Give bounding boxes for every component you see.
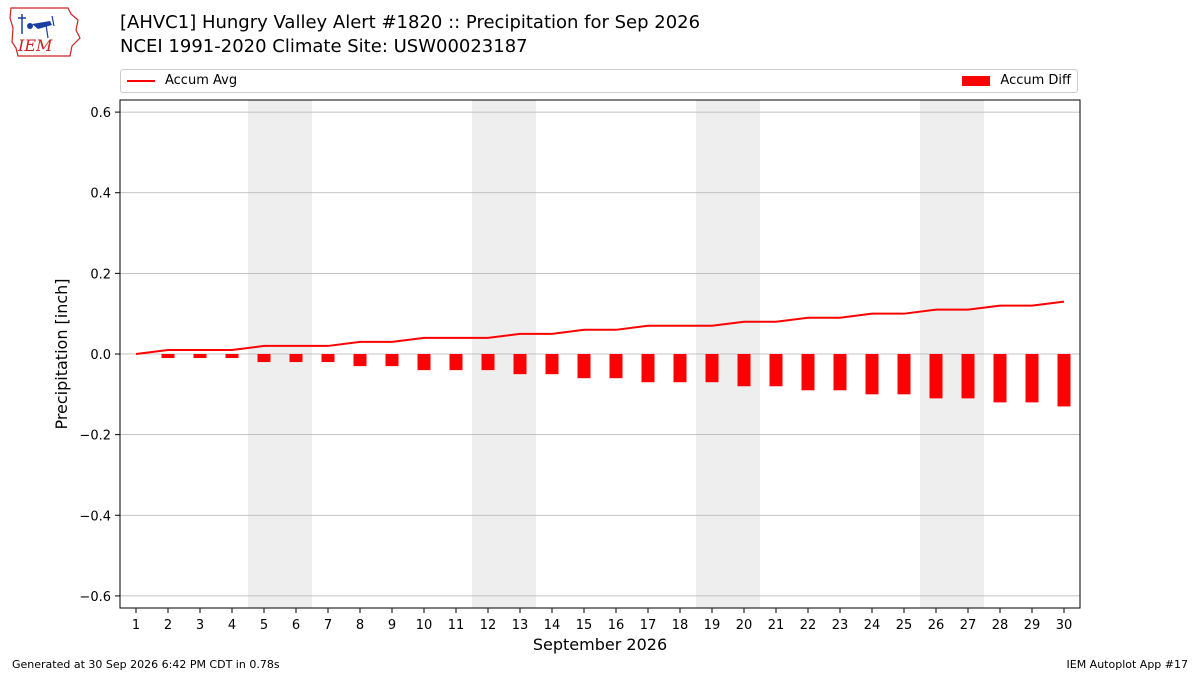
bar-accum-diff-day-23 bbox=[833, 354, 847, 391]
x-tick-label: 7 bbox=[324, 618, 332, 633]
bar-accum-diff-day-10 bbox=[417, 354, 431, 371]
legend-item-accum-diff: Accum Diff bbox=[962, 73, 1071, 88]
legend: Accum Avg Accum Diff bbox=[120, 69, 1078, 93]
bar-accum-diff-day-30 bbox=[1057, 354, 1071, 407]
chart-subtitle: NCEI 1991-2020 Climate Site: USW00023187 bbox=[120, 36, 528, 57]
bar-accum-diff-day-8 bbox=[353, 354, 367, 367]
x-tick-label: 18 bbox=[672, 618, 689, 633]
x-tick-label: 4 bbox=[228, 618, 236, 633]
x-tick-label: 24 bbox=[864, 618, 881, 633]
bar-accum-diff-day-6 bbox=[289, 354, 303, 363]
legend-item-accum-avg: Accum Avg bbox=[127, 73, 237, 88]
footer-generated-text: Generated at 30 Sep 2026 6:42 PM CDT in … bbox=[12, 658, 280, 671]
y-tick-label: −0.6 bbox=[79, 590, 111, 605]
x-tick-label: 14 bbox=[544, 618, 561, 633]
x-tick-label: 26 bbox=[928, 618, 945, 633]
bar-accum-diff-day-13 bbox=[513, 354, 527, 375]
y-tick-label: −0.2 bbox=[79, 429, 111, 444]
x-tick-label: 5 bbox=[260, 618, 268, 633]
legend-bar-swatch bbox=[962, 75, 991, 86]
x-tick-label: 16 bbox=[608, 618, 625, 633]
bar-accum-diff-day-12 bbox=[481, 354, 495, 371]
x-tick-label: 13 bbox=[512, 618, 529, 633]
bar-accum-diff-day-16 bbox=[609, 354, 623, 379]
x-tick-label: 1 bbox=[132, 618, 140, 633]
y-tick-label: −0.4 bbox=[79, 509, 111, 524]
x-tick-label: 21 bbox=[768, 618, 785, 633]
bar-accum-diff-day-24 bbox=[865, 354, 879, 395]
y-axis-label: Precipitation [inch] bbox=[52, 278, 71, 429]
x-tick-label: 22 bbox=[800, 618, 817, 633]
x-tick-label: 3 bbox=[196, 618, 204, 633]
bar-accum-diff-day-18 bbox=[673, 354, 687, 383]
line-accum-avg bbox=[135, 300, 1065, 355]
bar-accum-diff-day-29 bbox=[1025, 354, 1039, 403]
legend-line-swatch bbox=[127, 79, 155, 82]
x-tick-label: 29 bbox=[1024, 618, 1041, 633]
bar-accum-diff-day-15 bbox=[577, 354, 591, 379]
bar-accum-diff-day-3 bbox=[193, 354, 207, 359]
y-tick-label: 0.6 bbox=[90, 106, 111, 121]
y-tick-label: 0.2 bbox=[90, 267, 111, 282]
x-tick-label: 25 bbox=[896, 618, 913, 633]
bar-accum-diff-day-7 bbox=[321, 354, 335, 363]
x-tick-label: 11 bbox=[448, 618, 465, 633]
x-tick-label: 23 bbox=[832, 618, 849, 633]
x-tick-label: 28 bbox=[992, 618, 1009, 633]
bar-accum-diff-day-14 bbox=[545, 354, 559, 375]
legend-label-accum-avg: Accum Avg bbox=[165, 73, 238, 88]
x-tick-label: 30 bbox=[1056, 618, 1073, 633]
bar-accum-diff-day-28 bbox=[993, 354, 1007, 403]
bar-accum-diff-day-17 bbox=[641, 354, 655, 383]
x-tick-label: 19 bbox=[704, 618, 721, 633]
x-tick-label: 20 bbox=[736, 618, 753, 633]
x-tick-label: 8 bbox=[356, 618, 364, 633]
bar-accum-diff-day-21 bbox=[769, 354, 783, 387]
y-tick-label: 0.0 bbox=[90, 348, 111, 363]
bar-accum-diff-day-9 bbox=[385, 354, 399, 367]
x-tick-label: 17 bbox=[640, 618, 657, 633]
bar-accum-diff-day-5 bbox=[257, 354, 271, 363]
bar-accum-diff-day-25 bbox=[897, 354, 911, 395]
x-tick-label: 10 bbox=[416, 618, 433, 633]
bar-accum-diff-day-26 bbox=[929, 354, 943, 399]
footer-app-text: IEM Autoplot App #17 bbox=[1066, 658, 1189, 671]
bar-accum-diff-day-2 bbox=[161, 354, 175, 359]
logo-text: IEM bbox=[17, 36, 53, 55]
iem-logo-icon: IEM bbox=[9, 7, 81, 57]
x-tick-label: 15 bbox=[576, 618, 593, 633]
bar-accum-diff-day-4 bbox=[225, 354, 239, 359]
legend-label-accum-diff: Accum Diff bbox=[1000, 73, 1071, 88]
x-tick-label: 2 bbox=[164, 618, 172, 633]
x-tick-label: 6 bbox=[292, 618, 300, 633]
bar-accum-diff-day-22 bbox=[801, 354, 815, 391]
iem-logo: IEM bbox=[8, 4, 82, 60]
chart-title: [AHVC1] Hungry Valley Alert #1820 :: Pre… bbox=[120, 12, 701, 33]
x-tick-label: 12 bbox=[480, 618, 497, 633]
bar-accum-diff-day-19 bbox=[705, 354, 719, 383]
x-tick-label: 27 bbox=[960, 618, 977, 633]
bar-accum-diff-day-27 bbox=[961, 354, 975, 399]
bar-accum-diff-day-20 bbox=[737, 354, 751, 387]
y-tick-label: 0.4 bbox=[90, 187, 111, 202]
x-tick-label: 9 bbox=[388, 618, 396, 633]
bar-accum-diff-day-11 bbox=[449, 354, 463, 371]
x-axis-label: September 2026 bbox=[533, 635, 667, 654]
